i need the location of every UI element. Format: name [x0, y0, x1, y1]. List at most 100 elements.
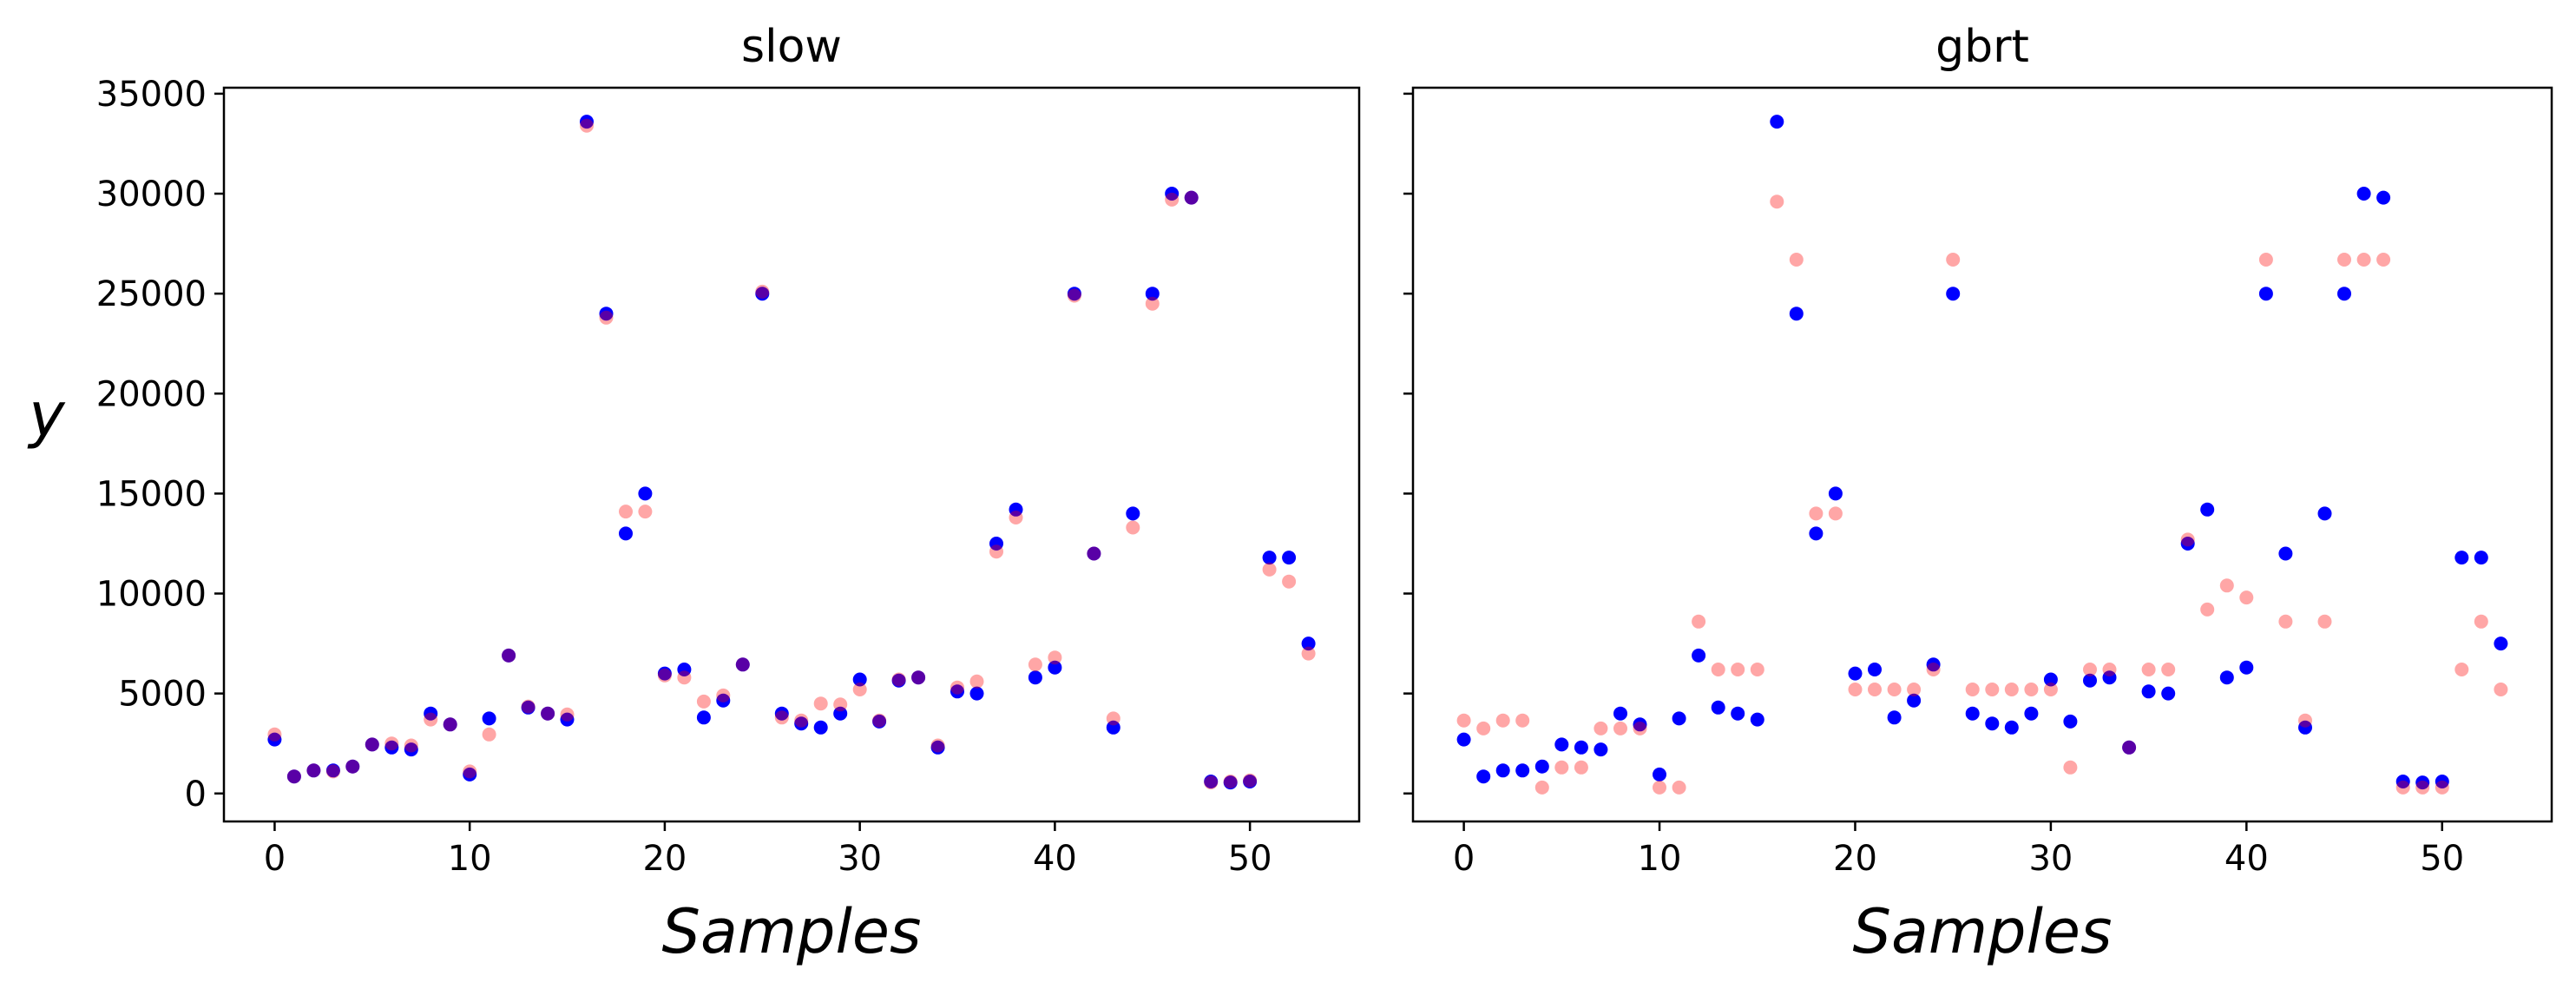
predicted-point — [2024, 683, 2039, 696]
actual-point — [2102, 670, 2117, 685]
actual-point — [2219, 670, 2234, 685]
actual-point — [911, 670, 926, 685]
predicted-point — [2415, 780, 2430, 795]
predicted-point — [657, 668, 672, 683]
predicted-point — [306, 763, 321, 778]
predicted-point — [1028, 657, 1042, 672]
actual-point — [267, 732, 282, 747]
actual-point — [2298, 720, 2312, 735]
predicted-point — [930, 738, 945, 753]
scatter-marks — [1456, 115, 2508, 795]
predicted-point — [1282, 574, 1297, 589]
predicted-point — [1848, 683, 1863, 696]
x-tick-label: 20 — [642, 839, 687, 879]
actual-point — [541, 706, 555, 721]
actual-point — [969, 686, 984, 701]
predicted-point — [1946, 253, 1961, 267]
predicted-point — [1184, 190, 1199, 205]
predicted-point — [2454, 663, 2469, 676]
actual-point — [502, 648, 516, 663]
predicted-point — [1534, 780, 1549, 795]
predicted-point — [1009, 511, 1023, 524]
x-tick-label: 10 — [448, 839, 492, 879]
predicted-point — [1204, 775, 1219, 790]
predicted-point — [2356, 253, 2371, 267]
actual-point — [1554, 737, 1569, 752]
predicted-point — [365, 737, 379, 752]
actual-point — [1789, 307, 1804, 321]
predicted-point — [1301, 646, 1316, 661]
actual-point — [755, 287, 770, 301]
actual-point — [1653, 767, 1666, 782]
predicted-point — [794, 713, 809, 728]
predicted-point — [2083, 663, 2097, 676]
actual-point — [1926, 657, 1941, 672]
actual-point — [872, 714, 887, 729]
x-tick-label: 20 — [1833, 839, 1877, 879]
actual-point — [325, 763, 340, 778]
predicted-point — [1789, 253, 1804, 267]
actual-point — [2317, 506, 2332, 521]
actual-point — [463, 767, 477, 782]
plot-frame — [1411, 86, 2553, 823]
actual-point — [774, 706, 789, 721]
actual-point — [2395, 775, 2410, 788]
panel-slow: slow 0 10 20 30 40 50 0 5000 10000 15000 20000 2500… — [27, 21, 1361, 967]
plot-frame — [222, 86, 1361, 823]
x-tick-label: 30 — [838, 839, 882, 879]
actual-point — [1476, 769, 1491, 784]
actual-point — [1184, 190, 1199, 205]
actual-point — [1828, 486, 1843, 501]
predicted-point — [2141, 663, 2156, 676]
x-tick-label: 10 — [1638, 839, 1682, 879]
actual-point — [2474, 551, 2488, 565]
actual-point — [2454, 551, 2469, 565]
predicted-point — [1126, 520, 1140, 535]
predicted-point — [1243, 773, 1258, 788]
predicted-point — [833, 697, 848, 712]
actual-point — [384, 740, 399, 755]
predicted-point — [1554, 760, 1569, 775]
actual-point — [2258, 287, 2273, 301]
actual-point — [1868, 663, 1882, 676]
actual-point — [306, 763, 321, 778]
x-tick-label: 40 — [2224, 839, 2269, 879]
actual-point — [989, 537, 1003, 551]
x-tick-label: 0 — [1453, 839, 1475, 879]
predicted-point — [2043, 683, 2058, 696]
actual-point — [1574, 740, 1588, 755]
actual-point — [1672, 711, 1686, 726]
predicted-point — [463, 764, 477, 779]
actual-point — [833, 706, 848, 721]
actual-point — [2376, 190, 2391, 205]
predicted-point — [2102, 663, 2117, 676]
axis-ticks: 0 10 20 30 40 50 — [1403, 92, 2464, 879]
y-tick-label: 25000 — [96, 274, 207, 314]
panel-title: slow — [741, 21, 842, 73]
scatter-marks — [267, 115, 1316, 790]
predicted-point — [2004, 683, 2019, 696]
predicted-point — [2239, 590, 2254, 605]
predicted-point — [1868, 683, 1882, 696]
predicted-point — [1165, 192, 1180, 207]
predicted-point — [1106, 711, 1120, 726]
predicted-point — [677, 670, 692, 685]
predicted-point — [267, 727, 282, 742]
actual-point — [677, 663, 692, 676]
predicted-point — [696, 694, 711, 709]
predicted-point — [619, 505, 633, 519]
actual-point — [1048, 660, 1062, 675]
x-tick-label: 0 — [264, 839, 286, 879]
predicted-point — [2376, 253, 2391, 267]
actual-point — [599, 307, 614, 321]
actual-point — [1515, 763, 1530, 778]
predicted-point — [1731, 663, 1745, 676]
predicted-point — [2161, 663, 2176, 676]
y-axis-label: y — [27, 379, 66, 451]
actual-point — [2043, 672, 2058, 687]
predicted-point — [1223, 775, 1238, 788]
actual-point — [2494, 637, 2508, 651]
actual-point — [2239, 660, 2254, 675]
predicted-point — [1262, 562, 1277, 577]
